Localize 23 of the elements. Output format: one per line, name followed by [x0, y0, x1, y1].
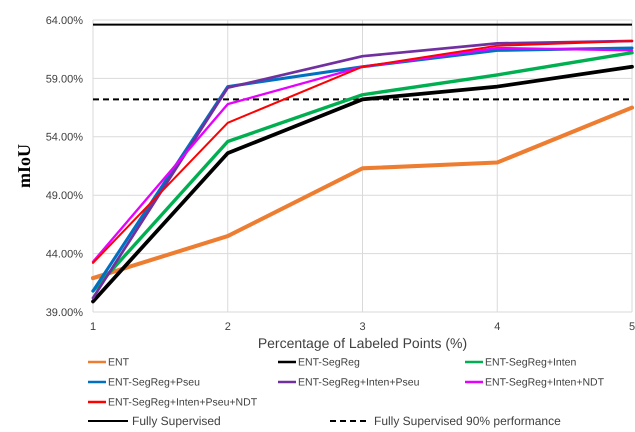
legend-label: ENT-SegReg+Inten+NDT — [485, 376, 605, 389]
y-tick-label: 64.00% — [46, 14, 84, 27]
y-tick-label: 54.00% — [46, 132, 84, 144]
x-tick-label: 2 — [224, 321, 231, 333]
legend-label: ENT-SegReg+Inten — [485, 356, 577, 369]
x-tick-label: 4 — [494, 321, 500, 333]
line-series — [90, 106, 634, 280]
y-tick-label: 44.00% — [46, 248, 84, 260]
legend-label: ENT-SegReg+Inten+Pseu+NDT — [108, 396, 258, 409]
legend-label: ENT — [108, 356, 130, 369]
y-tick-label: 49.00% — [46, 190, 84, 202]
x-tick-label: 1 — [90, 321, 96, 333]
x-tick-label: 5 — [628, 321, 635, 333]
y-tick-label: 59.00% — [46, 73, 84, 86]
y-tick-label: 39.00% — [46, 306, 84, 319]
legend-label: ENT-SegReg — [298, 356, 360, 369]
legend-label: Fully Supervised — [132, 414, 221, 428]
legend-label: ENT-SegReg+Inten+Pseu — [298, 376, 420, 389]
x-tick-label: 3 — [359, 321, 366, 333]
legend-label: ENT-SegReg+Pseu — [108, 376, 200, 389]
legend-label: Fully Supervised 90% performance — [374, 414, 562, 428]
x-axis-title: Percentage of Labeled Points (%) — [258, 335, 468, 351]
y-axis-title: mIoU — [14, 144, 34, 188]
